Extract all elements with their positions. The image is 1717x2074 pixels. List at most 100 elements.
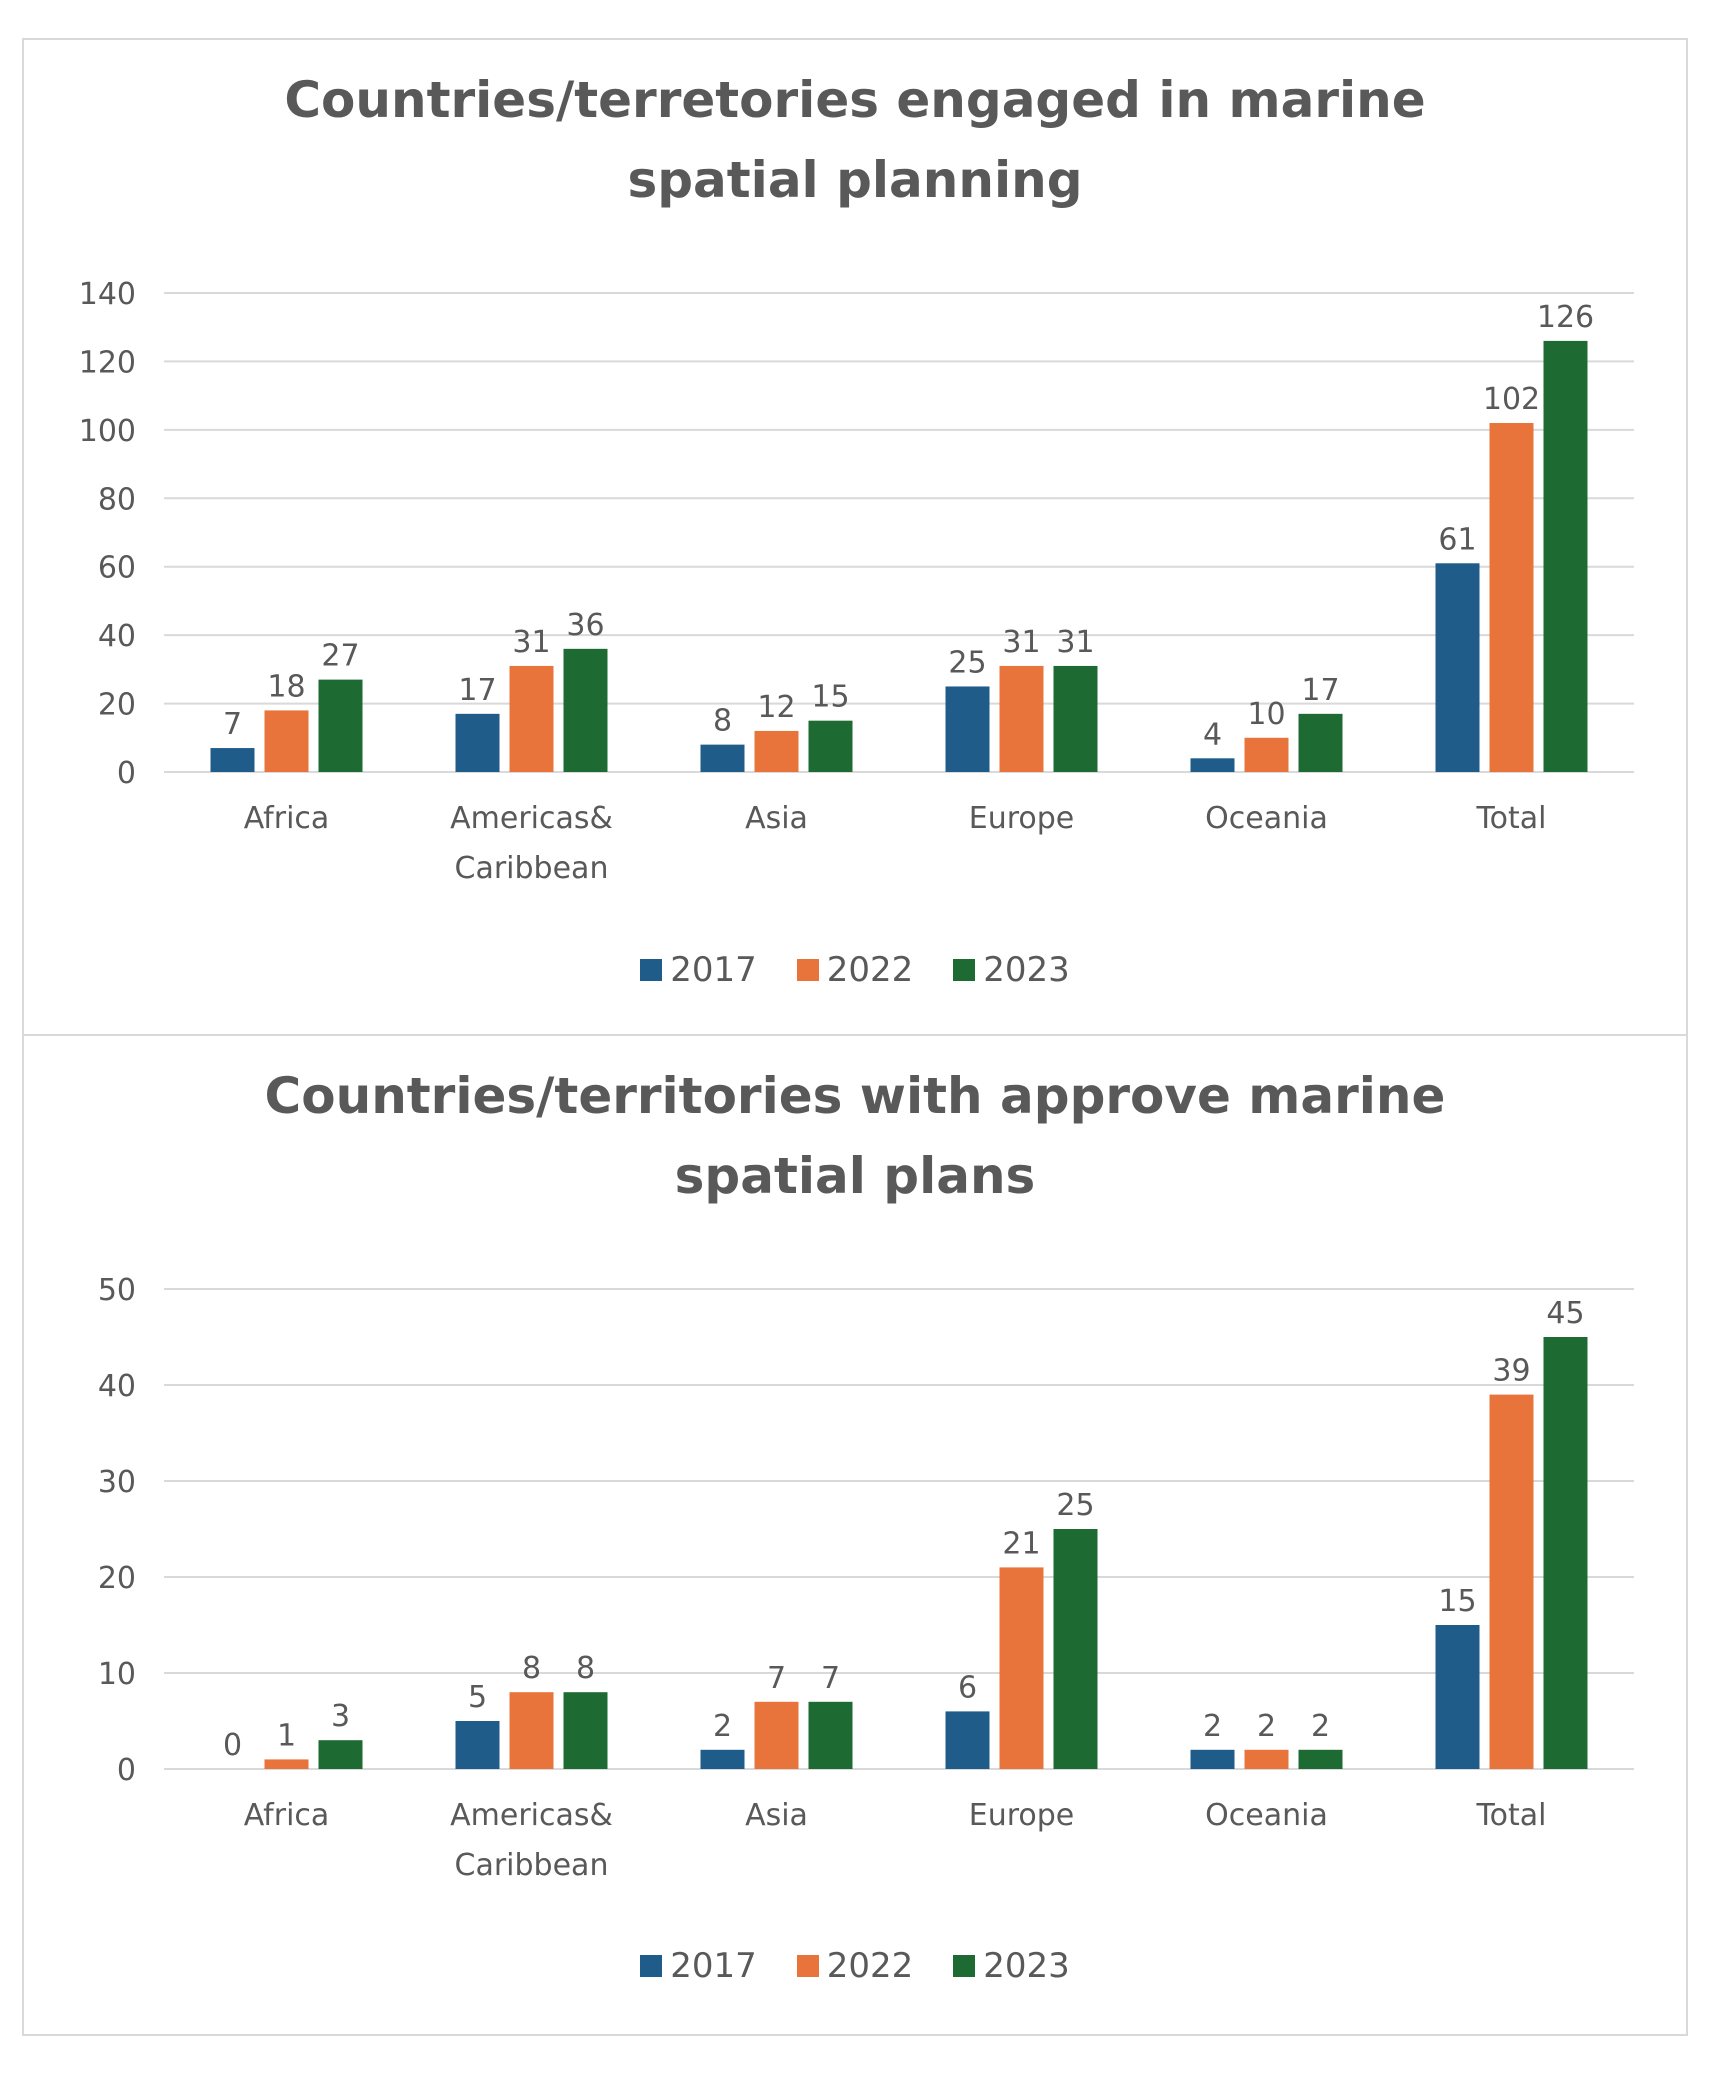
data-label: 2 [1257,1709,1276,1744]
data-label: 17 [1301,673,1339,708]
bar-2017-1 [455,713,500,772]
data-label: 2 [1311,1709,1330,1744]
bar-2017-3 [945,1711,990,1769]
data-label: 7 [767,1661,786,1696]
bar-2022-0 [264,1759,309,1769]
bar-2022-3 [999,665,1044,772]
legend-item: 2022 [796,1946,913,1986]
legend-label: 2017 [670,950,757,990]
x-category-label: Total [1475,1798,1546,1833]
figure-frame [22,38,1688,2036]
x-category-label: Oceania [1205,801,1328,836]
bar-2017-2 [700,1749,745,1769]
bar-2022-1 [509,1692,554,1769]
data-label: 36 [566,608,604,643]
data-label: 7 [821,1661,840,1696]
data-label: 2 [1203,1709,1222,1744]
bar-2017-4 [1190,1749,1235,1769]
bar-2023-2 [808,1701,853,1769]
bar-2017-1 [455,1721,500,1769]
data-label: 12 [757,690,795,725]
legend-item: 2017 [640,950,757,990]
data-label: 21 [1002,1526,1040,1561]
chart-title: Countries/territories with approve marin… [264,1067,1446,1205]
data-label: 31 [1002,625,1040,660]
y-tick-label: 20 [98,1561,136,1596]
x-category-label: Europe [969,801,1075,836]
bar-2022-2 [754,1701,799,1769]
bar-2023-1 [563,648,608,772]
chart-approved: Countries/territories with approve marin… [24,1036,1686,2034]
legend-swatch [640,1955,663,1977]
bar-2023-4 [1298,1749,1343,1769]
chart-legend: 2017 2022 2023 [24,950,1686,990]
y-tick-label: 40 [98,619,136,654]
legend-swatch [640,959,663,981]
x-category-label: Europe [969,1798,1075,1833]
chart-title: Countries/terretories engaged in marine … [284,71,1426,209]
legend-item: 2022 [796,950,914,990]
bar-2022-4 [1244,737,1289,772]
bar-2023-1 [563,1692,608,1769]
data-label: 61 [1438,522,1476,557]
bar-2017-4 [1190,758,1235,772]
x-category-label: Africa [244,801,330,836]
x-category-label: Africa [244,1798,330,1833]
y-tick-label: 140 [79,277,136,312]
y-tick-label: 50 [98,1273,136,1308]
chart-legend: 2017 2022 2023 [24,1946,1686,1986]
bar-chart-plot: 0 20 40 60 80 100 120 140 7 18 27 Africa 17 31 36 Ameri… [79,277,1634,886]
bar-2023-5 [1543,1337,1588,1769]
bar-2022-4 [1244,1749,1289,1769]
bar-2022-2 [754,730,799,772]
y-tick-label: 10 [98,1657,136,1692]
legend-swatch [953,1955,976,1977]
bar-2023-4 [1298,713,1343,772]
x-category-label: Asia [745,1798,808,1833]
data-label: 6 [958,1670,977,1705]
y-tick-label: 30 [98,1465,136,1500]
data-label: 4 [1203,717,1222,752]
legend-item: 2017 [640,1946,757,1986]
data-label: 8 [576,1651,595,1686]
y-tick-label: 60 [98,551,136,586]
legend-label: 2022 [826,950,914,990]
bar-2022-5 [1489,1394,1534,1769]
x-category-label: Oceania [1205,1798,1328,1833]
bar-2017-0 [210,748,255,772]
y-tick-label: 40 [98,1369,136,1404]
data-label: 25 [948,645,986,680]
y-tick-label: 20 [98,688,136,723]
bar-2017-3 [945,686,990,772]
bar-2017-2 [700,744,745,772]
x-category-label: Asia [745,801,808,836]
data-label: 2 [713,1709,732,1744]
data-label: 31 [512,625,550,660]
y-tick-label: 120 [79,345,136,380]
chart-divider [22,1034,1688,1036]
bar-2023-0 [318,1740,363,1769]
legend-item: 2023 [953,950,1070,990]
legend-swatch [796,1955,819,1977]
legend-swatch [796,959,819,981]
x-category-label: Americas& Caribbean [450,1798,613,1883]
bar-2022-3 [999,1567,1044,1769]
data-label: 7 [223,707,242,742]
data-label: 8 [713,704,732,739]
x-category-label: Americas& Caribbean [450,801,613,886]
legend-item: 2023 [953,1946,1070,1986]
data-label: 31 [1056,625,1094,660]
y-tick-label: 80 [98,482,136,517]
legend-label: 2023 [983,1946,1070,1986]
data-label: 45 [1546,1296,1584,1331]
data-label: 8 [522,1651,541,1686]
bar-2023-5 [1543,340,1588,772]
x-category-label: Total [1475,801,1546,836]
bar-2023-2 [808,720,853,772]
data-label: 10 [1247,697,1285,732]
bar-2023-3 [1053,665,1098,772]
bar-2017-5 [1435,1625,1480,1769]
legend-swatch [953,959,976,981]
data-label: 27 [321,639,359,674]
